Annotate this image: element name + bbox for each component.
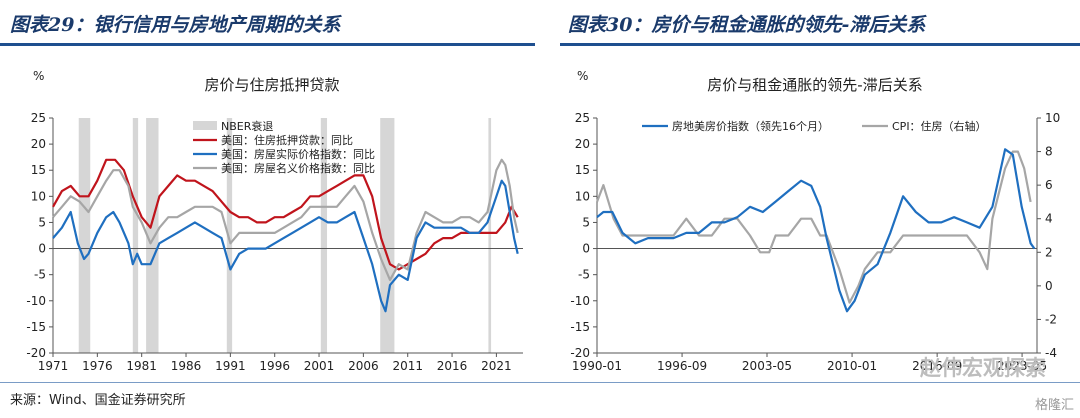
y2-tick-label: 4: [1045, 212, 1053, 226]
y-tick-label: 20: [575, 137, 590, 151]
right-panel-title: 图表30：房价与租金通胀的领先-滞后关系: [568, 14, 926, 36]
x-tick-label: 1971: [38, 359, 69, 373]
legend-label: 美国：房屋名义价格指数：同比: [221, 161, 375, 175]
y2-tick-label: -2: [1045, 312, 1057, 326]
x-tick-label: 2001: [304, 359, 335, 373]
series-line: [52, 179, 519, 313]
watermark: 赵伟宏观探索: [920, 356, 1046, 380]
y-unit-label: %: [33, 69, 44, 83]
right-title-rule: [560, 43, 1080, 46]
y2-tick-label: -4: [1045, 346, 1057, 360]
y-tick-label: -5: [578, 268, 590, 282]
x-tick-label: 2011: [392, 359, 423, 373]
y-tick-label: -10: [26, 294, 46, 308]
right-chart: 房价与租金通胀的领先-滞后关系%-20-15-10-50510152025-4-…: [570, 69, 1060, 373]
recession-band: [320, 118, 328, 353]
y-tick-label: -15: [570, 320, 590, 334]
y-tick-label: 20: [31, 137, 46, 151]
y-tick-label: -20: [570, 346, 590, 360]
legend-label: 美国：住房抵押贷款：同比: [221, 133, 353, 147]
x-tick-label: 1991: [215, 359, 246, 373]
x-tick-label: 1990-01: [572, 359, 622, 373]
recession-band: [146, 118, 159, 353]
x-tick-label: 2003-05: [742, 359, 792, 373]
y-unit-label: %: [577, 69, 588, 83]
y-tick-label: 0: [582, 242, 590, 256]
recession-band: [488, 118, 492, 353]
source-note: 来源：Wind、国金证券研究所: [10, 393, 186, 408]
y2-tick-label: 6: [1045, 178, 1053, 192]
y2-tick-label: 8: [1045, 145, 1053, 159]
series-line: [52, 158, 519, 281]
legend-label: 美国：房屋实际价格指数：同比: [221, 147, 375, 161]
left-panel-title: 图表29：银行信用与房地产周期的关系: [10, 14, 341, 36]
y-tick-label: -20: [26, 346, 46, 360]
x-tick-label: 2006: [348, 359, 379, 373]
legend-label: 房地美房价指数（领先16个月）: [672, 119, 829, 133]
y-tick-label: 25: [31, 111, 46, 125]
legend-label: NBER衰退: [221, 119, 273, 133]
x-tick-label: 2010-01: [827, 359, 877, 373]
x-tick-label: 1981: [126, 359, 157, 373]
y-tick-label: 0: [38, 242, 46, 256]
recession-band: [132, 118, 139, 353]
bottom-rule: [0, 382, 1080, 383]
x-tick-label: 2021: [481, 359, 512, 373]
y-tick-label: 15: [31, 163, 46, 177]
recession-band: [380, 118, 395, 353]
y2-tick-label: 10: [1045, 111, 1060, 125]
x-tick-label: 1986: [171, 359, 202, 373]
series-line: [52, 158, 519, 271]
left-chart: 房价与住房抵押贷款% -20 -15 -10 -5 0 5 10 15 20 25 1971 1976 1…: [26, 69, 523, 373]
y-tick-label: 5: [38, 215, 46, 229]
watermark-logo-text: 格隆汇: [1034, 398, 1074, 413]
y2-tick-label: 0: [1045, 279, 1053, 293]
series-line: [595, 150, 1032, 304]
y-tick-label: 10: [575, 189, 590, 203]
recession-band: [78, 118, 91, 353]
x-tick-label: 2023-05: [997, 359, 1047, 373]
left-title-rule: [0, 43, 535, 46]
legend-label: CPI：住房（右轴）: [892, 119, 987, 133]
chart-title: 房价与租金通胀的领先-滞后关系: [707, 76, 922, 94]
x-tick-label: 1996-09: [657, 359, 707, 373]
y-tick-label: 15: [575, 163, 590, 177]
recession-band: [226, 118, 233, 353]
y-tick-label: -10: [570, 294, 590, 308]
y-tick-label: -15: [26, 320, 46, 334]
y-tick-label: 10: [31, 189, 46, 203]
legend-swatch-recession: [193, 121, 217, 130]
y2-tick-label: 2: [1045, 245, 1053, 259]
x-tick-label: 2016-09: [912, 359, 962, 373]
chart-title: 房价与住房抵押贷款: [204, 76, 339, 94]
x-tick-label: 1976: [82, 359, 113, 373]
y-tick-label: -5: [34, 268, 46, 282]
x-tick-label: 2016: [437, 359, 468, 373]
y-tick-label: 25: [575, 111, 590, 125]
x-tick-label: 1996: [259, 359, 290, 373]
series-line: [596, 148, 1036, 313]
y-tick-label: 5: [582, 215, 590, 229]
